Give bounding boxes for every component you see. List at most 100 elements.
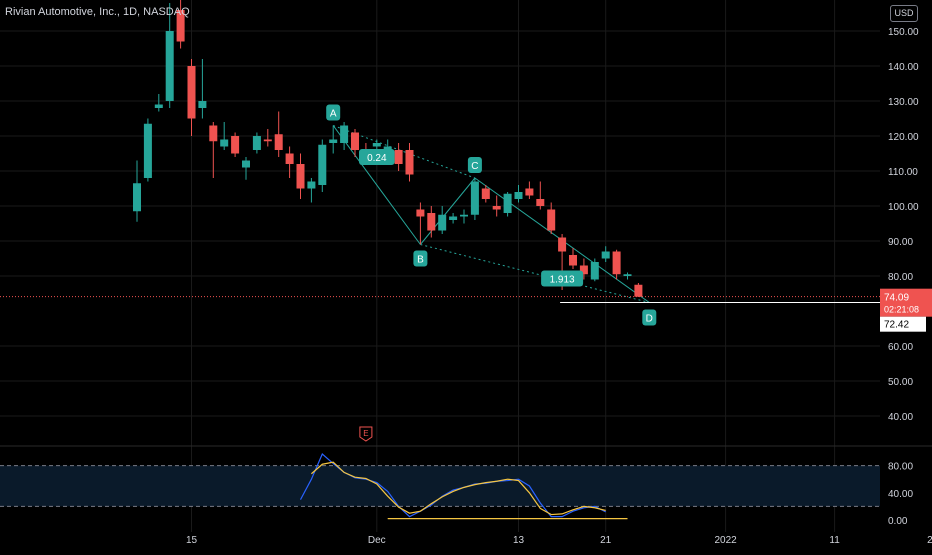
- candle-body: [634, 284, 643, 297]
- candle-body: [503, 193, 512, 213]
- price-tick-label: 80.00: [888, 272, 913, 283]
- symbol-title[interactable]: Rivian Automotive, Inc., 1D, NASDAQ: [5, 6, 190, 18]
- current-price-box: [880, 288, 932, 317]
- candle-down: [481, 185, 490, 203]
- candle-body: [307, 181, 316, 189]
- pattern-ratio-line: [420, 244, 650, 304]
- candle-up: [198, 59, 207, 119]
- candle-body: [187, 66, 196, 119]
- event-marker-shape: [359, 426, 373, 442]
- candle-body: [612, 251, 621, 275]
- price-tick-label: 150.00: [888, 27, 919, 38]
- pattern-ratio-box: [541, 270, 584, 287]
- oscillator-tick-label: 80.00: [888, 462, 913, 473]
- level-box: [880, 316, 926, 332]
- candle-body: [242, 160, 250, 168]
- stochastic-band: [0, 465, 880, 507]
- price-tick-label: 110.00: [888, 167, 918, 178]
- price-tick-label: 40.00: [888, 412, 913, 423]
- pattern-point-label: B: [417, 255, 424, 266]
- candle-body: [536, 199, 545, 206]
- candle-down: [405, 143, 414, 182]
- candle-body: [427, 213, 436, 231]
- candle-body: [558, 237, 567, 252]
- candle-body: [296, 164, 305, 189]
- candle-body: [416, 209, 425, 217]
- candle-body: [263, 139, 272, 142]
- pattern-leg: [420, 177, 476, 245]
- pattern-point-d: D: [642, 309, 657, 326]
- pattern-ratio-badge: 1.913: [541, 270, 584, 287]
- candle-body: [329, 139, 338, 143]
- candle-body: [601, 251, 610, 259]
- stochastic-layer: [299, 453, 628, 520]
- oscillator-tick-label: 40.00: [888, 489, 913, 500]
- candle-body: [231, 136, 240, 154]
- price-tick-label: 50.00: [888, 377, 913, 388]
- pattern-leg: [332, 125, 421, 245]
- candle-body: [514, 192, 523, 199]
- currency-badge[interactable]: USD: [890, 5, 918, 22]
- candle-down: [209, 122, 218, 178]
- time-tick-label: 21: [600, 535, 612, 546]
- pattern-ratio-box: [359, 149, 395, 165]
- candle-down: [274, 111, 283, 157]
- candle-body: [133, 183, 141, 212]
- candle-up: [590, 258, 599, 282]
- candle-body: [394, 150, 403, 164]
- pattern-point-label: D: [646, 314, 653, 325]
- time-tick-label: Dec: [368, 535, 386, 546]
- candle-down: [296, 153, 305, 199]
- candle-up: [503, 192, 512, 217]
- candle-down: [176, 0, 185, 49]
- candle-up: [242, 157, 250, 180]
- current-price-label: 74.09: [884, 293, 909, 304]
- candle-body: [590, 262, 599, 280]
- candle-down: [525, 181, 534, 199]
- candle-body: [547, 209, 556, 231]
- candle-up: [601, 246, 610, 262]
- candle-down: [187, 59, 196, 136]
- pattern-ratio-label: 0.24: [367, 153, 387, 164]
- candle-body: [481, 188, 490, 199]
- candle-body: [405, 150, 414, 175]
- pattern-ratio-badge: 0.24: [359, 149, 395, 165]
- candle-up: [438, 206, 447, 234]
- candle-body: [438, 214, 447, 231]
- candle-up: [165, 3, 174, 108]
- pattern-point-badge: [467, 157, 482, 173]
- candle-up: [329, 125, 338, 154]
- pattern-point-c: C: [467, 157, 482, 173]
- grid-layer: [0, 0, 932, 532]
- candle-body: [470, 181, 479, 215]
- candle-body: [449, 216, 458, 220]
- countdown-label: 02:21:08: [884, 305, 919, 315]
- candle-body: [492, 206, 501, 210]
- oscillator-band-layer: [0, 465, 880, 507]
- candle-down: [394, 143, 403, 171]
- candle-body: [460, 214, 468, 217]
- price-tick-label: 140.00: [888, 62, 919, 73]
- candle-down: [569, 248, 577, 269]
- candle-down: [351, 129, 359, 157]
- candle-body: [165, 31, 174, 101]
- candle-body: [340, 125, 349, 143]
- candle-body: [579, 265, 588, 275]
- candles-layer[interactable]: [133, 0, 643, 297]
- time-tick-label: 11: [829, 535, 840, 546]
- price-tick-label: 90.00: [888, 237, 913, 248]
- pattern-point-label: A: [330, 109, 337, 120]
- candle-up: [470, 178, 479, 220]
- candle-up: [252, 132, 261, 154]
- candle-body: [176, 10, 185, 42]
- candle-body: [274, 134, 283, 150]
- event-marker: E: [359, 426, 373, 442]
- candle-body: [351, 132, 359, 150]
- candle-down: [263, 129, 272, 147]
- candle-up: [133, 160, 141, 222]
- candle-body: [525, 188, 534, 196]
- price-tick-label: 120.00: [888, 132, 919, 143]
- candle-down: [634, 283, 643, 297]
